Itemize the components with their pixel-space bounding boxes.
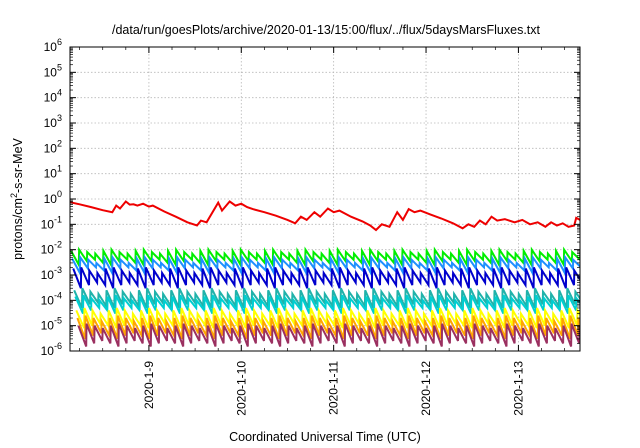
x-axis: 2020-1-9 2020-1-10 2020-1-11 2020-1-12 2020-… bbox=[79, 47, 565, 416]
y-tick-label: 10-6 bbox=[41, 341, 62, 358]
y-tick-label: 106 bbox=[44, 37, 62, 54]
y-tick-label: 100 bbox=[44, 189, 62, 206]
y-tick-label: 101 bbox=[44, 164, 62, 181]
y-tick-label: 10-5 bbox=[41, 316, 62, 333]
y-axis: 10-6 10-5 10-4 10-3 10-2 10-1 100 101 102 103 104 1… bbox=[41, 37, 580, 358]
series-line-9 bbox=[77, 323, 580, 347]
series-line-6 bbox=[74, 294, 580, 315]
series-line-2 bbox=[70, 246, 580, 269]
x-axis-label: Coordinated Universal Time (UTC) bbox=[229, 430, 421, 444]
y-axis-label-unit: protons/cm bbox=[11, 198, 25, 260]
series-group bbox=[70, 200, 580, 347]
y-axis-label-exponent: 2 bbox=[9, 193, 19, 198]
x-tick-label: 2020-1-12 bbox=[419, 361, 433, 416]
x-tick-label: 2020-1-10 bbox=[234, 361, 248, 416]
y-tick-label: 103 bbox=[44, 113, 62, 130]
y-tick-label: 105 bbox=[44, 62, 62, 79]
y-axis-label: protons/cm2-s-sr-MeV bbox=[9, 137, 25, 259]
series-line-8 bbox=[76, 315, 580, 340]
y-tick-label: 10-4 bbox=[41, 290, 62, 307]
y-tick-label: 10-2 bbox=[41, 240, 62, 257]
chart-title: /data/run/goesPlots/archive/2020-01-13/1… bbox=[112, 23, 541, 37]
y-axis-label-rest: -s-sr-MeV bbox=[11, 137, 25, 193]
x-tick-label: 2020-1-11 bbox=[327, 361, 341, 415]
y-tick-label: 10-3 bbox=[41, 265, 62, 282]
y-tick-label: 104 bbox=[44, 88, 62, 105]
y-tick-label: 10-1 bbox=[41, 214, 62, 231]
series-line-5 bbox=[73, 287, 580, 310]
y-tick-label: 102 bbox=[44, 138, 62, 155]
series-line-7 bbox=[75, 306, 580, 330]
series-line-4 bbox=[72, 266, 580, 289]
x-tick-label: 2020-1-13 bbox=[511, 361, 525, 416]
series-line-1 bbox=[70, 200, 580, 232]
series-line-3 bbox=[71, 254, 580, 277]
x-tick-label: 2020-1-9 bbox=[142, 361, 156, 409]
